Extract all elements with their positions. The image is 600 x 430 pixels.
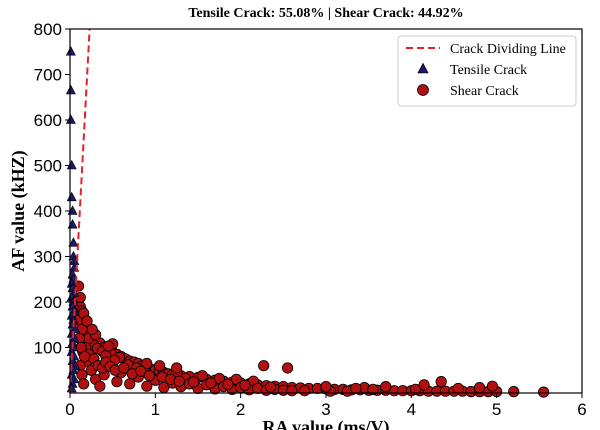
shear-crack-point bbox=[281, 362, 294, 374]
shear-crack-point bbox=[350, 382, 362, 395]
shear-crack-point bbox=[196, 370, 208, 382]
y-axis-label: AF value (kHZ) bbox=[8, 150, 29, 271]
y-tick-label: 500 bbox=[34, 157, 62, 176]
x-tick-label: 5 bbox=[492, 400, 501, 419]
shear-crack-point bbox=[141, 380, 153, 392]
shear-crack-point bbox=[452, 382, 464, 395]
x-axis-label: RA value (ms/V) bbox=[263, 417, 390, 430]
shear-crack-point bbox=[81, 315, 93, 327]
shear-crack-point bbox=[264, 381, 277, 393]
legend-circle-icon bbox=[417, 84, 429, 96]
tensile-crack-point bbox=[68, 237, 79, 247]
y-tick-label: 800 bbox=[34, 20, 62, 39]
x-axis-ticks: 0 1 2 3 4 5 6 bbox=[65, 393, 587, 419]
tensile-crack-point bbox=[65, 84, 76, 95]
y-tick-label: 200 bbox=[34, 293, 62, 312]
legend-box bbox=[397, 35, 577, 107]
shear-crack-points bbox=[72, 280, 550, 398]
shear-crack-point bbox=[171, 362, 183, 374]
shear-crack-point bbox=[118, 362, 130, 374]
shear-crack-point bbox=[222, 378, 234, 390]
y-tick-label: 600 bbox=[34, 111, 62, 130]
shear-crack-point bbox=[154, 360, 166, 372]
shear-crack-point bbox=[258, 360, 270, 372]
crack-dividing-line bbox=[69, 28, 91, 394]
shear-crack-point bbox=[188, 376, 200, 388]
legend-shear-label: Shear Crack bbox=[450, 84, 519, 99]
legend-tensile-label: Tensile Crack bbox=[450, 63, 527, 78]
shear-crack-point bbox=[367, 383, 379, 395]
y-tick-label: 400 bbox=[34, 202, 62, 221]
shear-crack-point bbox=[86, 323, 98, 335]
y-axis-ticks: 100 200 300 400 500 600 700 800 bbox=[34, 20, 70, 358]
shear-crack-point bbox=[486, 380, 498, 392]
shear-crack-point bbox=[435, 376, 447, 388]
shear-crack-point bbox=[473, 381, 486, 394]
shear-crack-point bbox=[418, 379, 430, 391]
shear-crack-point bbox=[320, 381, 332, 393]
y-tick-label: 700 bbox=[34, 66, 62, 85]
shear-crack-point bbox=[537, 386, 550, 398]
shear-crack-point bbox=[205, 377, 217, 389]
shear-crack-point bbox=[78, 378, 90, 390]
tensile-crack-points bbox=[65, 46, 81, 393]
tensile-crack-point bbox=[66, 159, 77, 170]
legend-triangle-icon bbox=[417, 62, 429, 74]
x-tick-label: 4 bbox=[407, 400, 416, 419]
shear-crack-point bbox=[94, 380, 106, 392]
y-tick-label: 300 bbox=[34, 248, 62, 267]
tensile-crack-point bbox=[66, 191, 77, 202]
x-tick-label: 1 bbox=[151, 400, 160, 419]
shear-crack-point bbox=[102, 340, 115, 352]
shear-crack-point bbox=[286, 385, 298, 397]
chart-title: Tensile Crack: 55.08% | Shear Crack: 44.… bbox=[188, 6, 464, 21]
shear-crack-point bbox=[135, 365, 147, 377]
shear-crack-point bbox=[173, 375, 185, 387]
x-tick-label: 3 bbox=[321, 400, 330, 419]
x-tick-label: 2 bbox=[236, 400, 245, 419]
shear-crack-point bbox=[143, 370, 155, 382]
shear-crack-point bbox=[508, 386, 520, 398]
shear-crack-point bbox=[380, 381, 392, 393]
shear-crack-point bbox=[239, 379, 251, 391]
shear-crack-point bbox=[299, 385, 311, 397]
shear-crack-point bbox=[124, 378, 136, 390]
tensile-crack-point bbox=[65, 114, 76, 124]
x-tick-label: 0 bbox=[65, 400, 74, 419]
shear-crack-point bbox=[76, 369, 88, 381]
tensile-crack-point bbox=[65, 46, 76, 56]
shear-crack-point bbox=[409, 383, 422, 395]
shear-crack-point bbox=[78, 350, 91, 363]
legend-dividing-line-label: Crack Dividing Line bbox=[450, 42, 566, 57]
x-tick-label: 6 bbox=[577, 400, 586, 419]
shear-crack-point bbox=[111, 376, 123, 388]
y-tick-label: 100 bbox=[34, 339, 62, 358]
shear-crack-point bbox=[141, 357, 153, 370]
legend: Crack Dividing Line Tensile Crack Shear … bbox=[397, 35, 577, 107]
